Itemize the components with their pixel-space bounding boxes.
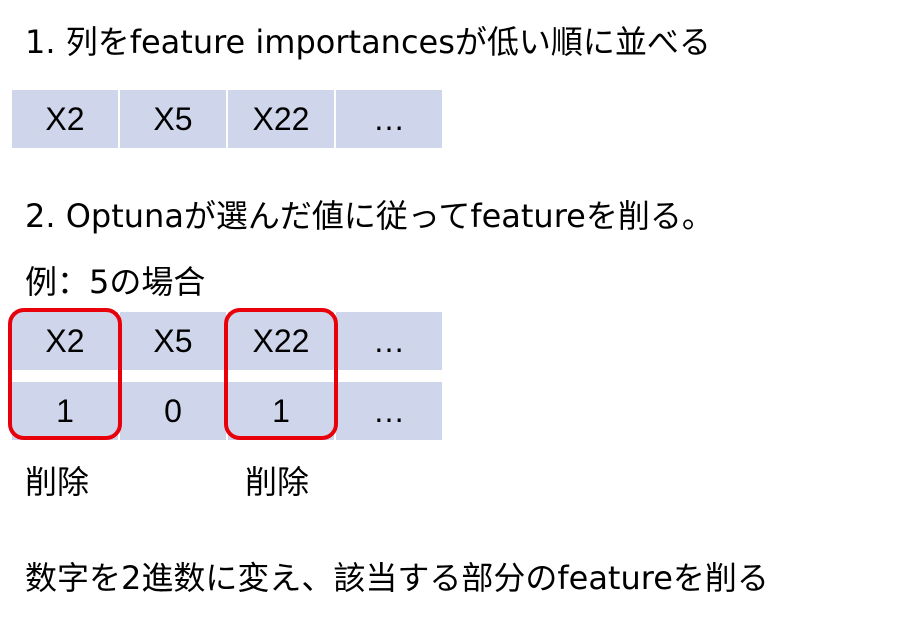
highlight-box-x2: [8, 308, 122, 440]
table1-cell-ellipsis: …: [336, 90, 442, 148]
highlight-box-x22: [224, 308, 338, 440]
delete-label-x2: 削除: [25, 463, 90, 501]
table2-header-x5: X5: [120, 312, 226, 370]
table1-cell-x2: X2: [12, 90, 118, 148]
table2-header-ellipsis: …: [336, 312, 442, 370]
table2-value-x22: 1: [228, 382, 334, 440]
delete-label-x22: 削除: [245, 463, 310, 501]
step1-heading: 1. 列をfeature importancesが低い順に並べる: [25, 23, 711, 61]
table2-header-x2: X2: [12, 312, 118, 370]
step2-heading: 2. Optunaが選んだ値に従ってfeatureを削る。: [25, 197, 714, 235]
table2-value-ellipsis: …: [336, 382, 442, 440]
table1-cell-x5: X5: [120, 90, 226, 148]
table2-header-x22: X22: [228, 312, 334, 370]
example-label: 例：5の場合: [25, 263, 206, 301]
table2-value-x2: 1: [12, 382, 118, 440]
table1-cell-x22: X22: [228, 90, 334, 148]
footer-explanation: 数字を2進数に変え、該当する部分のfeatureを削る: [25, 559, 769, 597]
table2-value-x5: 0: [120, 382, 226, 440]
